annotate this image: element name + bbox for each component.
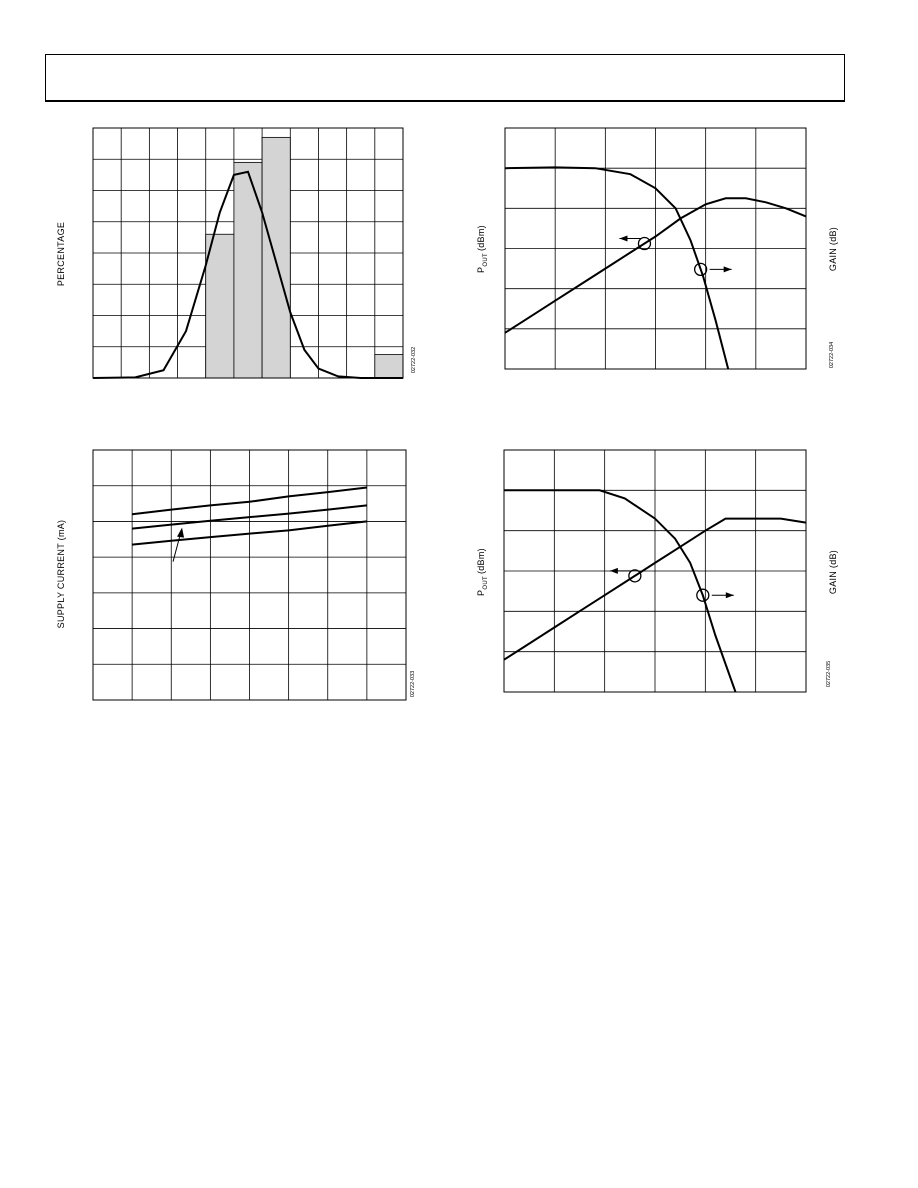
pout-curve (504, 197, 807, 334)
annotation-arrow-head (177, 527, 185, 538)
pout-curve-marker (628, 569, 642, 583)
supply-current-line (132, 520, 368, 546)
y-axis-label: PERCENTAGE (56, 222, 66, 286)
plot-frame (503, 449, 807, 693)
supply-current-line (131, 486, 368, 516)
distribution-curve (92, 170, 403, 379)
gain-arrow-head (725, 592, 734, 599)
gain-arrow-head (723, 266, 732, 273)
gain-curve (504, 166, 730, 370)
plot-frame (92, 449, 407, 701)
left-y-axis-label: POUT(dBm) (476, 225, 489, 273)
pout-curve-marker (637, 236, 652, 251)
figure-id: 02722-035 (826, 661, 832, 687)
left-y-axis-label: POUT(dBm) (476, 548, 489, 596)
gain-curve-marker (696, 588, 710, 602)
pout-arrow-head (609, 567, 618, 574)
y-axis-label: SUPPLY CURRENT (mA) (56, 520, 66, 629)
pout-gain-chart-2: POUT(dBm) GAIN (dB) 02722-035 (476, 449, 838, 693)
figure-id: 02722-032 (411, 347, 417, 373)
histogram-chart: PERCENTAGE 02722-032 (56, 127, 417, 379)
pout-gain-chart-1: POUT(dBm) GAIN (dB) 02722-034 (476, 127, 838, 370)
gain-curve-marker (693, 262, 708, 277)
figure-id: 02722-033 (410, 671, 416, 697)
supply-current-chart: SUPPLY CURRENT (mA) 02722-033 (56, 449, 416, 701)
pout-curve (503, 517, 807, 661)
histogram-bar (233, 161, 263, 379)
pout-arrow-head (619, 235, 628, 242)
histogram-bar (261, 136, 291, 379)
page-header-box (45, 54, 845, 102)
figure-id: 02722-034 (829, 342, 835, 368)
supply-current-line (131, 504, 368, 530)
gain-curve (504, 489, 737, 693)
right-y-axis-label: GAIN (dB) (828, 550, 838, 594)
plot-frame (92, 127, 404, 379)
right-y-axis-label: GAIN (dB) (828, 227, 838, 271)
histogram-bar (205, 233, 235, 379)
plot-frame (504, 127, 807, 370)
histogram-bar (374, 354, 404, 379)
